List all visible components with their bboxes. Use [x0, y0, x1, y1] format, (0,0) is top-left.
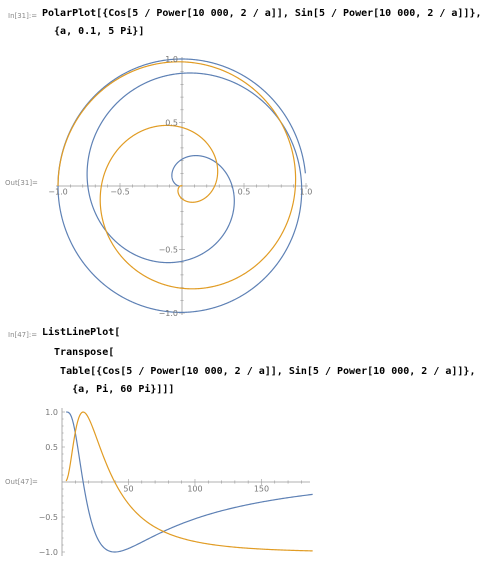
list-series-2 [65, 411, 313, 552]
y-tick-label: −1.0 [39, 548, 58, 557]
code-line[interactable]: {a, 0.1, 5 Pi}] [42, 26, 145, 37]
curves [57, 58, 306, 313]
y-tick-label: 0.5 [165, 119, 178, 128]
code-line[interactable]: {a, Pi, 60 Pi}]]] [42, 384, 175, 395]
code-line[interactable]: Table[{Cos[5 / Power[10 000, 2 / a]], Si… [42, 366, 476, 377]
x-tick-label: 0.5 [238, 188, 251, 197]
y-tick-label: −0.5 [159, 246, 178, 255]
in-label: In[31]:= [8, 12, 38, 20]
x-tick-label: 100 [187, 485, 202, 494]
code-line[interactable]: Transpose[ [42, 347, 115, 358]
x-tick-label: 50 [123, 485, 133, 494]
y-tick-label: −0.5 [39, 513, 58, 522]
tick-labels: 50 100 150 −1.0 −0.5 0.5 1.0 [39, 408, 270, 557]
x-tick-label: 150 [254, 485, 269, 494]
curves [65, 411, 313, 553]
x-tick-label: −1.0 [48, 188, 67, 197]
y-tick-label: 1.0 [45, 408, 58, 417]
polar-plot[interactable]: −1.0 −0.5 0.5 1.0 −1.0 −0.5 0.5 1.0 [0, 0, 487, 320]
y-tick-label: −1.0 [159, 309, 178, 318]
axes [56, 57, 308, 315]
in-label: In[47]:= [8, 331, 38, 339]
out-label: Out[47]= [5, 478, 38, 486]
y-tick-label: 0.5 [45, 443, 58, 452]
list-series-1 [66, 411, 313, 553]
polar-series-2 [57, 61, 297, 290]
axes [61, 408, 310, 556]
out-label: Out[31]= [5, 179, 38, 187]
x-tick-label: −0.5 [110, 188, 129, 197]
code-line[interactable]: PolarPlot[{Cos[5 / Power[10 000, 2 / a]]… [42, 8, 482, 19]
code-line[interactable]: ListLinePlot[ [42, 327, 121, 338]
x-tick-label: 1.0 [300, 188, 313, 197]
tick-labels: −1.0 −0.5 0.5 1.0 −1.0 −0.5 0.5 1.0 [48, 55, 312, 318]
y-tick-label: 1.0 [165, 55, 178, 64]
